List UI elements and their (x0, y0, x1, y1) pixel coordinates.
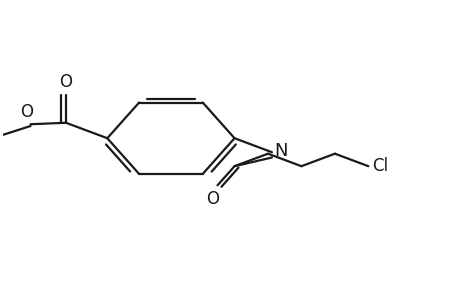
Text: N: N (274, 142, 287, 160)
Text: O: O (20, 103, 34, 121)
Text: O: O (206, 190, 219, 208)
Text: O: O (59, 73, 73, 91)
Text: Cl: Cl (371, 157, 387, 175)
